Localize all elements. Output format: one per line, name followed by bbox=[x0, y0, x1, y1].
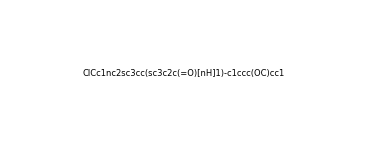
Text: ClCc1nc2sc3cc(sc3c2c(=O)[nH]1)-c1ccc(OC)cc1: ClCc1nc2sc3cc(sc3c2c(=O)[nH]1)-c1ccc(OC)… bbox=[83, 69, 285, 78]
